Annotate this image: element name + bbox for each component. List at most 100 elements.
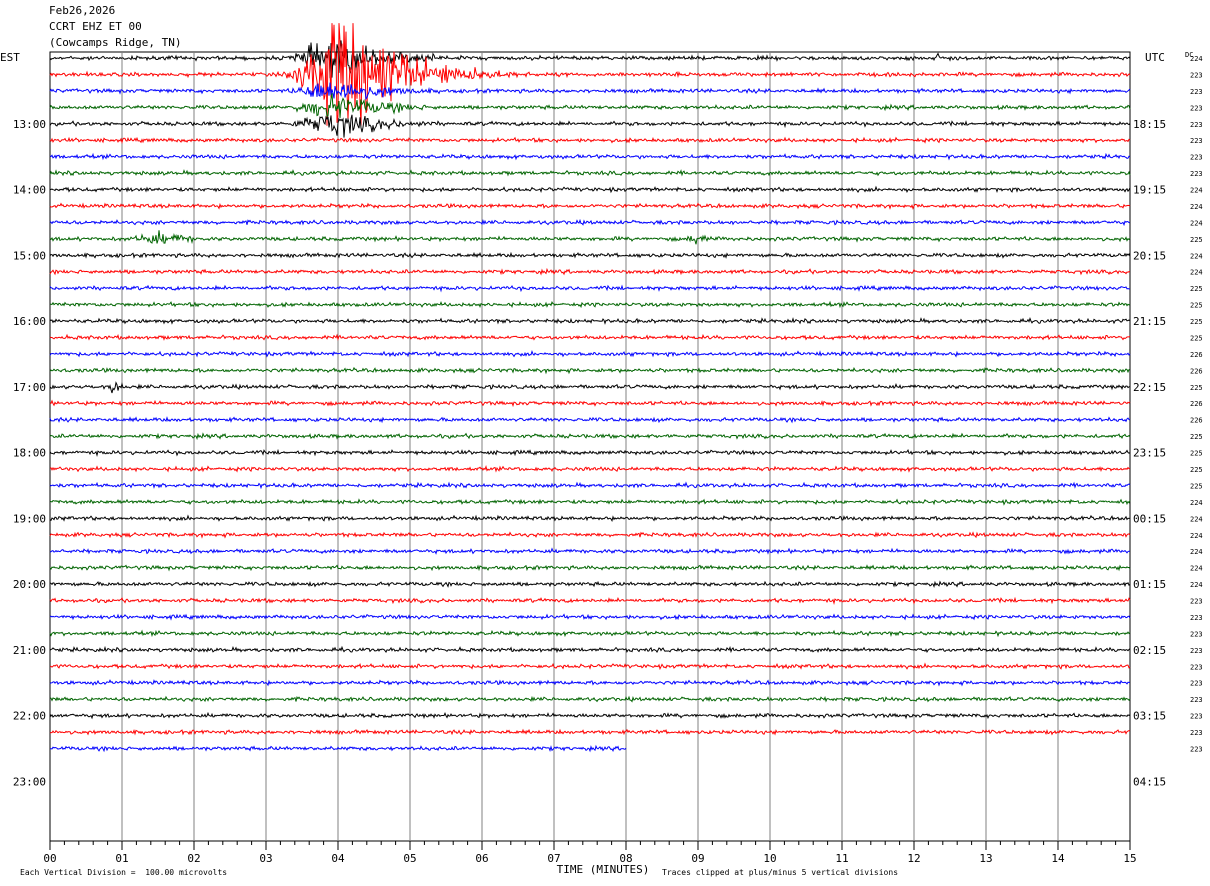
dc-offset-value: 223: [1190, 745, 1203, 753]
x-tick-label: 02: [187, 852, 200, 865]
dc-offset-value: 223: [1190, 88, 1203, 96]
trace-row: [49, 416, 1131, 424]
x-tick-label: 05: [403, 852, 416, 865]
left-hour-label: 21:00: [13, 644, 46, 657]
dc-offset-value: 225: [1190, 433, 1203, 441]
x-tick-label: 03: [259, 852, 272, 865]
x-tick-label: 11: [835, 852, 848, 865]
right-hour-label: 20:15: [1133, 249, 1166, 262]
dc-offset-value: 223: [1190, 663, 1203, 671]
left-hour-label: 17:00: [13, 381, 46, 394]
trace-row: [49, 169, 1131, 177]
trace-row: [49, 448, 1131, 457]
dc-offset-value: 223: [1190, 630, 1203, 638]
trace-row: [49, 136, 1131, 145]
dc-offset-value: 224: [1190, 219, 1203, 227]
trace-row: [49, 728, 1131, 736]
dc-offset-value: 224: [1190, 252, 1203, 260]
trace-row: [49, 564, 1131, 572]
dc-offset-value: 223: [1190, 121, 1203, 129]
dc-offset-value: 224: [1190, 565, 1203, 573]
trace-row: [49, 399, 1131, 408]
trace-row: [49, 316, 1131, 325]
trace-row: [49, 629, 1131, 638]
dc-offset-value: 223: [1190, 713, 1203, 721]
x-tick-label: 04: [331, 852, 345, 865]
left-hour-label: 22:00: [13, 710, 46, 723]
left-timezone-label: EST: [0, 51, 20, 64]
dc-offset-value: 224: [1190, 581, 1203, 589]
dc-offset-value: 223: [1190, 170, 1203, 178]
header-location: (Cowcamps Ridge, TN): [49, 36, 182, 49]
left-hour-label: 18:00: [13, 447, 46, 460]
left-hour-label: 23:00: [13, 775, 46, 788]
left-hour-label: 14:00: [13, 184, 46, 197]
trace-row: [49, 613, 1131, 621]
trace-row: [49, 481, 1131, 490]
axis-labels: 00 01 02 03 04 05 06 07 08 09 10 11 12 13 14 15 13:00 14:…: [13, 55, 1203, 865]
x-tick-label: 01: [115, 852, 128, 865]
trace-row: [50, 744, 627, 753]
seismic-traces: [49, 23, 1131, 753]
trace-row: [49, 695, 1131, 703]
trace-row: [49, 465, 1131, 473]
trace-row: [49, 284, 1131, 293]
dc-offset-value: 224: [1190, 499, 1203, 507]
dc-offset-value: 223: [1190, 104, 1203, 112]
dc-offset-value: 225: [1190, 285, 1203, 293]
right-hour-label: 02:15: [1133, 644, 1166, 657]
x-tick-label: 13: [979, 852, 992, 865]
trace-row: [49, 580, 1131, 588]
dc-offset-value: 225: [1190, 466, 1203, 474]
trace-row: [49, 514, 1131, 522]
dc-offset-value: 223: [1190, 696, 1203, 704]
x-tick-label: 14: [1051, 852, 1065, 865]
right-timezone-label: UTC: [1145, 51, 1165, 64]
x-tick-label: 09: [691, 852, 704, 865]
clip-note: Traces clipped at plus/minus 5 vertical …: [662, 868, 899, 877]
dc-offset-value: 224: [1190, 532, 1203, 540]
dc-offset-value: 225: [1190, 236, 1203, 244]
dc-offset-value: 225: [1190, 334, 1203, 342]
right-hour-label: 23:15: [1133, 447, 1166, 460]
x-tick-label: 06: [475, 852, 488, 865]
trace-row: [49, 366, 1131, 375]
right-hour-label: 04:15: [1133, 775, 1166, 788]
trace-row: [49, 267, 1131, 276]
right-hour-label: 18:15: [1133, 118, 1166, 131]
plot-frame: [49, 51, 1131, 842]
trace-row: [49, 114, 1131, 138]
left-hour-label: 20:00: [13, 578, 46, 591]
header-date: Feb26,2026: [49, 4, 116, 17]
trace-row: [49, 300, 1131, 309]
dc-offset-value: 225: [1190, 384, 1203, 392]
dc-offset-value: 223: [1190, 154, 1203, 162]
dc-offset-value: 223: [1190, 598, 1203, 606]
dc-offset-value: 226: [1190, 351, 1203, 359]
dc-offset-value: 225: [1190, 450, 1203, 458]
trace-row: [49, 218, 1131, 227]
trace-row: [49, 596, 1131, 605]
minute-grid: [49, 51, 1131, 850]
x-tick-label: 10: [763, 852, 776, 865]
trace-row: [49, 711, 1131, 720]
right-hour-label: 22:15: [1133, 381, 1166, 394]
left-hour-label: 13:00: [13, 118, 46, 131]
right-hour-label: 00:15: [1133, 512, 1166, 525]
scale-note: Each Vertical Division = 100.00 microvol…: [20, 868, 228, 877]
trace-row: [49, 547, 1131, 555]
trace-row: [49, 40, 1131, 79]
dc-offset-value: 226: [1190, 400, 1203, 408]
dc-offset-value: 225: [1190, 302, 1203, 310]
trace-row: [49, 185, 1131, 194]
trace-row: [49, 93, 1131, 118]
right-hour-label: 21:15: [1133, 315, 1166, 328]
dc-offset-value: 225: [1190, 482, 1203, 490]
dc-offset-value: 224: [1190, 269, 1203, 277]
trace-row: [49, 251, 1131, 259]
dc-offset-value: 223: [1190, 137, 1203, 145]
trace-row: [49, 23, 1131, 126]
dc-offset-value: 223: [1190, 680, 1203, 688]
left-hour-label: 19:00: [13, 512, 46, 525]
trace-row: [49, 498, 1131, 506]
